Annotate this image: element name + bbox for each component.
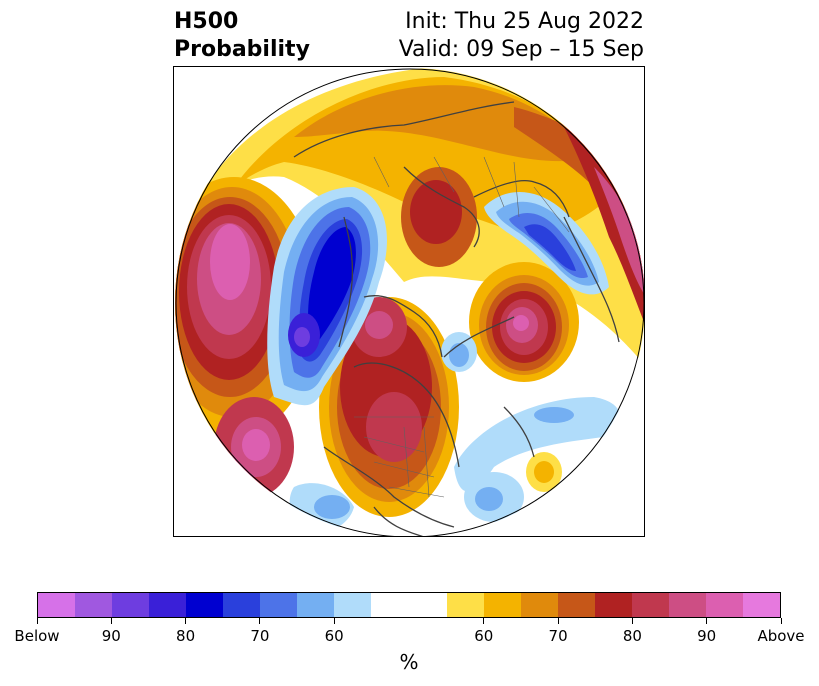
colorbar-tick-label: 60 xyxy=(474,627,494,645)
colorbar-below-segment xyxy=(186,593,224,617)
colorbar-below-segment xyxy=(297,593,335,617)
colorbar-tick-label: Below xyxy=(14,627,60,645)
map-title: H500 Probability xyxy=(174,8,310,64)
init-date: Init: Thu 25 Aug 2022 xyxy=(405,9,644,34)
colorbar-above-segment xyxy=(668,593,706,617)
map-subtitle: Init: Thu 25 Aug 2022 Valid: 09 Sep – 15… xyxy=(399,8,644,64)
colorbar-above-segment xyxy=(594,593,632,617)
colorbar-tick xyxy=(110,618,112,624)
colorbar-tick-label: Above xyxy=(757,627,805,645)
colorbar xyxy=(37,592,781,618)
colorbar-tick-label: 80 xyxy=(622,627,642,645)
below-normal-fields xyxy=(267,187,621,534)
colorbar-tick xyxy=(185,618,187,624)
colorbar-above-segment xyxy=(742,593,780,617)
valid-range: Valid: 09 Sep – 15 Sep xyxy=(398,37,644,62)
colorbar-above-segment xyxy=(446,593,484,617)
probability-map xyxy=(175,68,644,536)
colorbar-below-segment xyxy=(75,593,113,617)
colorbar-tick-label: 80 xyxy=(176,627,196,645)
colorbar-above-segment xyxy=(705,593,743,617)
colorbar-above-segment xyxy=(520,593,558,617)
coastlines xyxy=(293,101,625,536)
colorbar-tick xyxy=(631,618,633,624)
colorbar-below-segment xyxy=(112,593,150,617)
title-line-1: H500 xyxy=(174,9,239,34)
colorbar-tick xyxy=(557,618,559,624)
colorbar-tick xyxy=(780,618,782,624)
colorbar-tick-label: 70 xyxy=(548,627,568,645)
colorbar-tick-label: 90 xyxy=(697,627,717,645)
colorbar-tick xyxy=(333,618,335,624)
hemisphere-edge xyxy=(175,68,644,536)
colorbar-below-segment xyxy=(260,593,298,617)
colorbar-tick xyxy=(36,618,38,624)
colorbar-below-segment xyxy=(149,593,187,617)
colorbar-below-segment xyxy=(223,593,261,617)
colorbar-above-segment xyxy=(483,593,521,617)
above-normal-fields xyxy=(175,68,644,517)
colorbar-tick xyxy=(706,618,708,624)
colorbar-tick-label: 60 xyxy=(324,627,344,645)
colorbar-unit: % xyxy=(399,650,419,674)
colorbar-above-segment xyxy=(557,593,595,617)
map-panel xyxy=(173,66,645,537)
colorbar-neutral-segment xyxy=(371,593,447,617)
colorbar-below-segment xyxy=(334,593,372,617)
colorbar-above-segment xyxy=(631,593,669,617)
colorbar-below-segment xyxy=(38,593,76,617)
colorbar-tick-label: 90 xyxy=(101,627,121,645)
colorbar-tick xyxy=(483,618,485,624)
colorbar-tick xyxy=(259,618,261,624)
colorbar-tick-label: 70 xyxy=(250,627,270,645)
hemisphere xyxy=(175,68,644,536)
political-borders xyxy=(354,156,570,498)
title-line-2: Probability xyxy=(174,37,310,62)
